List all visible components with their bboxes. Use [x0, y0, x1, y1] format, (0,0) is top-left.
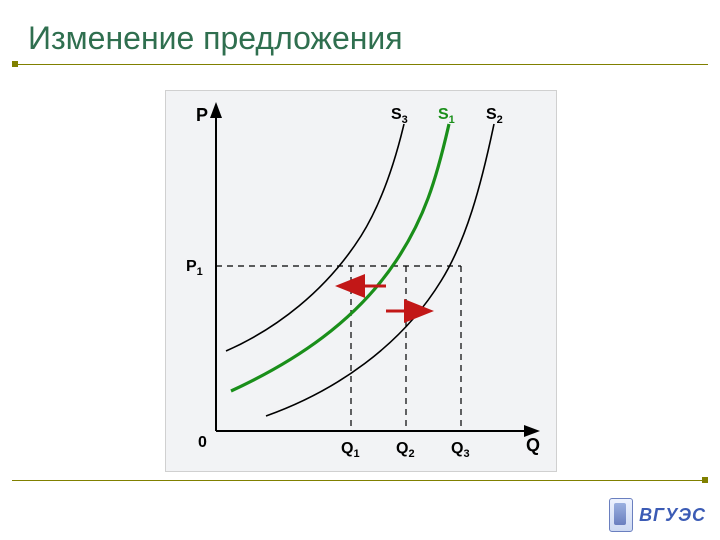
svg-text:0: 0 [198, 434, 207, 451]
svg-text:Q3: Q3 [451, 440, 470, 460]
svg-text:S2: S2 [486, 106, 503, 126]
top-rule [12, 64, 708, 65]
svg-text:Q2: Q2 [396, 440, 415, 460]
supply-shift-chart: P 0 Q P1 Q1 Q2 Q3 S3 S1 S2 [165, 90, 557, 472]
slide-title: Изменение предложения [28, 20, 403, 57]
svg-text:S1: S1 [438, 106, 455, 126]
curve-S1 [231, 124, 449, 391]
university-logo: ВГУЭС [609, 498, 706, 532]
svg-text:S3: S3 [391, 106, 408, 126]
svg-text:P1: P1 [186, 258, 203, 278]
svg-text:Q1: Q1 [341, 440, 360, 460]
rule-marker [12, 61, 18, 67]
bottom-rule [12, 480, 708, 481]
guide-lines [216, 266, 461, 431]
logo-text: ВГУЭС [639, 505, 706, 526]
curve-S3 [226, 124, 404, 351]
svg-text:Q: Q [526, 435, 540, 455]
chart-svg: P 0 Q P1 Q1 Q2 Q3 S3 S1 S2 [166, 91, 556, 471]
svg-text:P: P [196, 105, 208, 125]
rule-marker [702, 477, 708, 483]
curve-S2 [266, 124, 494, 416]
logo-seal-icon [609, 498, 633, 532]
slide: Изменение предложения [0, 0, 720, 540]
